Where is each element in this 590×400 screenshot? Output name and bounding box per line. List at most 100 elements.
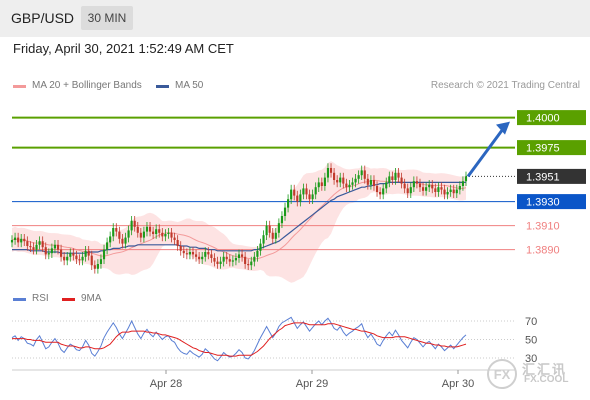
candle-body — [173, 237, 176, 240]
research-credit: Research © 2021 Trading Central — [430, 80, 580, 91]
level-label-1.3951: 1.3951 — [526, 171, 560, 183]
candle-body — [372, 180, 376, 186]
candle-body — [161, 232, 164, 237]
candle-body — [228, 259, 231, 262]
candle-body — [360, 170, 363, 176]
candle-body — [17, 237, 20, 243]
candle-body — [342, 177, 345, 184]
x-tick-label: Apr 30 — [442, 378, 474, 390]
candle-body — [179, 246, 182, 251]
candle-body — [366, 178, 369, 185]
rsi-legend-label: RSI — [32, 293, 49, 304]
level-label-1.3930: 1.3930 — [526, 197, 560, 209]
candle-body — [345, 183, 348, 188]
candle-body — [78, 259, 81, 261]
candle-body — [326, 168, 330, 178]
candle-body — [385, 182, 388, 189]
candle-body — [237, 254, 241, 258]
candle-body — [50, 248, 53, 254]
candle-body — [302, 188, 305, 195]
candle-body — [394, 172, 397, 180]
candle-body — [72, 253, 75, 256]
rsi-legend-swatch — [13, 298, 26, 301]
rsi-tick-30: 30 — [525, 353, 537, 365]
candle-body — [397, 172, 400, 178]
svg-text:FX: FX — [494, 367, 511, 382]
candle-body — [201, 256, 204, 260]
candle-body — [428, 184, 431, 188]
candle-body — [29, 246, 32, 248]
candle-body — [443, 189, 446, 195]
candle-body — [333, 172, 336, 180]
x-tick-label: Apr 29 — [296, 378, 328, 390]
candle-body — [369, 180, 372, 185]
candle-body — [124, 237, 127, 244]
level-label-bg-1.3930 — [517, 194, 586, 210]
bollinger-legend-label: MA 20 + Bollinger Bands — [32, 80, 142, 91]
level-label-1.3975: 1.3975 — [526, 143, 560, 155]
candle-body — [106, 242, 109, 250]
candle-body — [69, 253, 72, 257]
candle-body — [277, 223, 280, 233]
candle-body — [375, 186, 379, 192]
candle-body — [188, 252, 191, 255]
candle-body — [244, 256, 247, 264]
candle-body — [336, 180, 339, 183]
candle-body — [60, 249, 63, 257]
candle-body — [351, 182, 354, 185]
watermark-logo-icon: FX — [487, 359, 517, 389]
candle-body — [93, 265, 96, 269]
candle-body — [305, 188, 308, 195]
ma9-legend-swatch — [62, 298, 75, 301]
candle-body — [231, 260, 234, 262]
rsi-series-9MA — [12, 322, 467, 357]
candle-body — [271, 232, 274, 239]
candle-body — [63, 256, 66, 261]
candle-body — [112, 228, 115, 237]
candle-body — [222, 256, 225, 262]
candle-body — [219, 261, 222, 264]
forecast-arrow-head — [496, 121, 510, 135]
candle-body — [320, 182, 323, 186]
forecast-arrow-shaft — [466, 126, 506, 178]
candle-body — [317, 182, 320, 188]
candle-body — [299, 194, 302, 202]
candle-body — [406, 188, 409, 194]
candle-body — [234, 258, 238, 261]
timeframe-tab[interactable]: 30 MIN — [81, 6, 133, 30]
watermark-en-text: FX.COOL — [524, 374, 569, 385]
candle-body — [99, 259, 103, 264]
candle-body — [308, 194, 311, 200]
x-tick-label: Apr 28 — [150, 378, 182, 390]
candle-body — [250, 261, 253, 266]
level-label-bg-1.3951 — [517, 168, 586, 184]
candle-body — [155, 229, 158, 234]
level-label-1.3890: 1.3890 — [526, 245, 560, 257]
candle-body — [446, 192, 449, 195]
candle-body — [268, 225, 271, 233]
candle-body — [391, 176, 394, 180]
candle-body — [121, 238, 124, 244]
candle-body — [323, 177, 326, 186]
candle-body — [464, 176, 468, 182]
candle-body — [434, 188, 437, 192]
candle-body — [204, 252, 207, 257]
candle-body — [379, 192, 382, 195]
candle-body — [84, 250, 87, 257]
candle-body — [96, 264, 99, 269]
candle-body — [23, 238, 26, 242]
candle-body — [225, 256, 228, 260]
candle-body — [412, 181, 415, 188]
candle-body — [415, 181, 418, 184]
candle-body — [148, 226, 152, 232]
rsi-tick-70: 70 — [525, 316, 537, 328]
candle-body — [354, 178, 357, 183]
candle-body — [290, 189, 293, 200]
candle-body — [216, 261, 219, 264]
currency-pair-title: GBP/USD — [11, 10, 75, 26]
level-label-1.3910: 1.3910 — [526, 221, 560, 233]
candle-body — [167, 232, 170, 234]
candle-body — [329, 168, 333, 173]
candle-body — [170, 232, 173, 238]
